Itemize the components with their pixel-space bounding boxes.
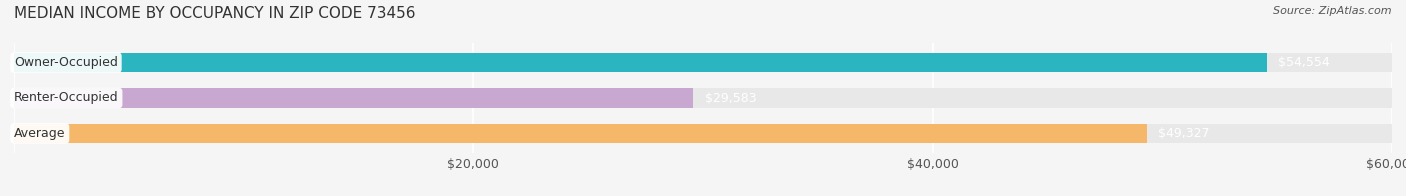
Text: $29,583: $29,583 <box>704 92 756 104</box>
Bar <box>14 124 1147 143</box>
Bar <box>14 124 1392 143</box>
Bar <box>14 88 693 108</box>
Bar <box>14 88 1392 108</box>
Text: Average: Average <box>14 127 66 140</box>
Bar <box>14 53 1392 72</box>
Text: Source: ZipAtlas.com: Source: ZipAtlas.com <box>1274 6 1392 16</box>
Bar <box>14 53 1267 72</box>
Text: $49,327: $49,327 <box>1159 127 1209 140</box>
Text: $54,554: $54,554 <box>1278 56 1330 69</box>
Text: MEDIAN INCOME BY OCCUPANCY IN ZIP CODE 73456: MEDIAN INCOME BY OCCUPANCY IN ZIP CODE 7… <box>14 6 416 21</box>
Text: Owner-Occupied: Owner-Occupied <box>14 56 118 69</box>
Text: Renter-Occupied: Renter-Occupied <box>14 92 118 104</box>
